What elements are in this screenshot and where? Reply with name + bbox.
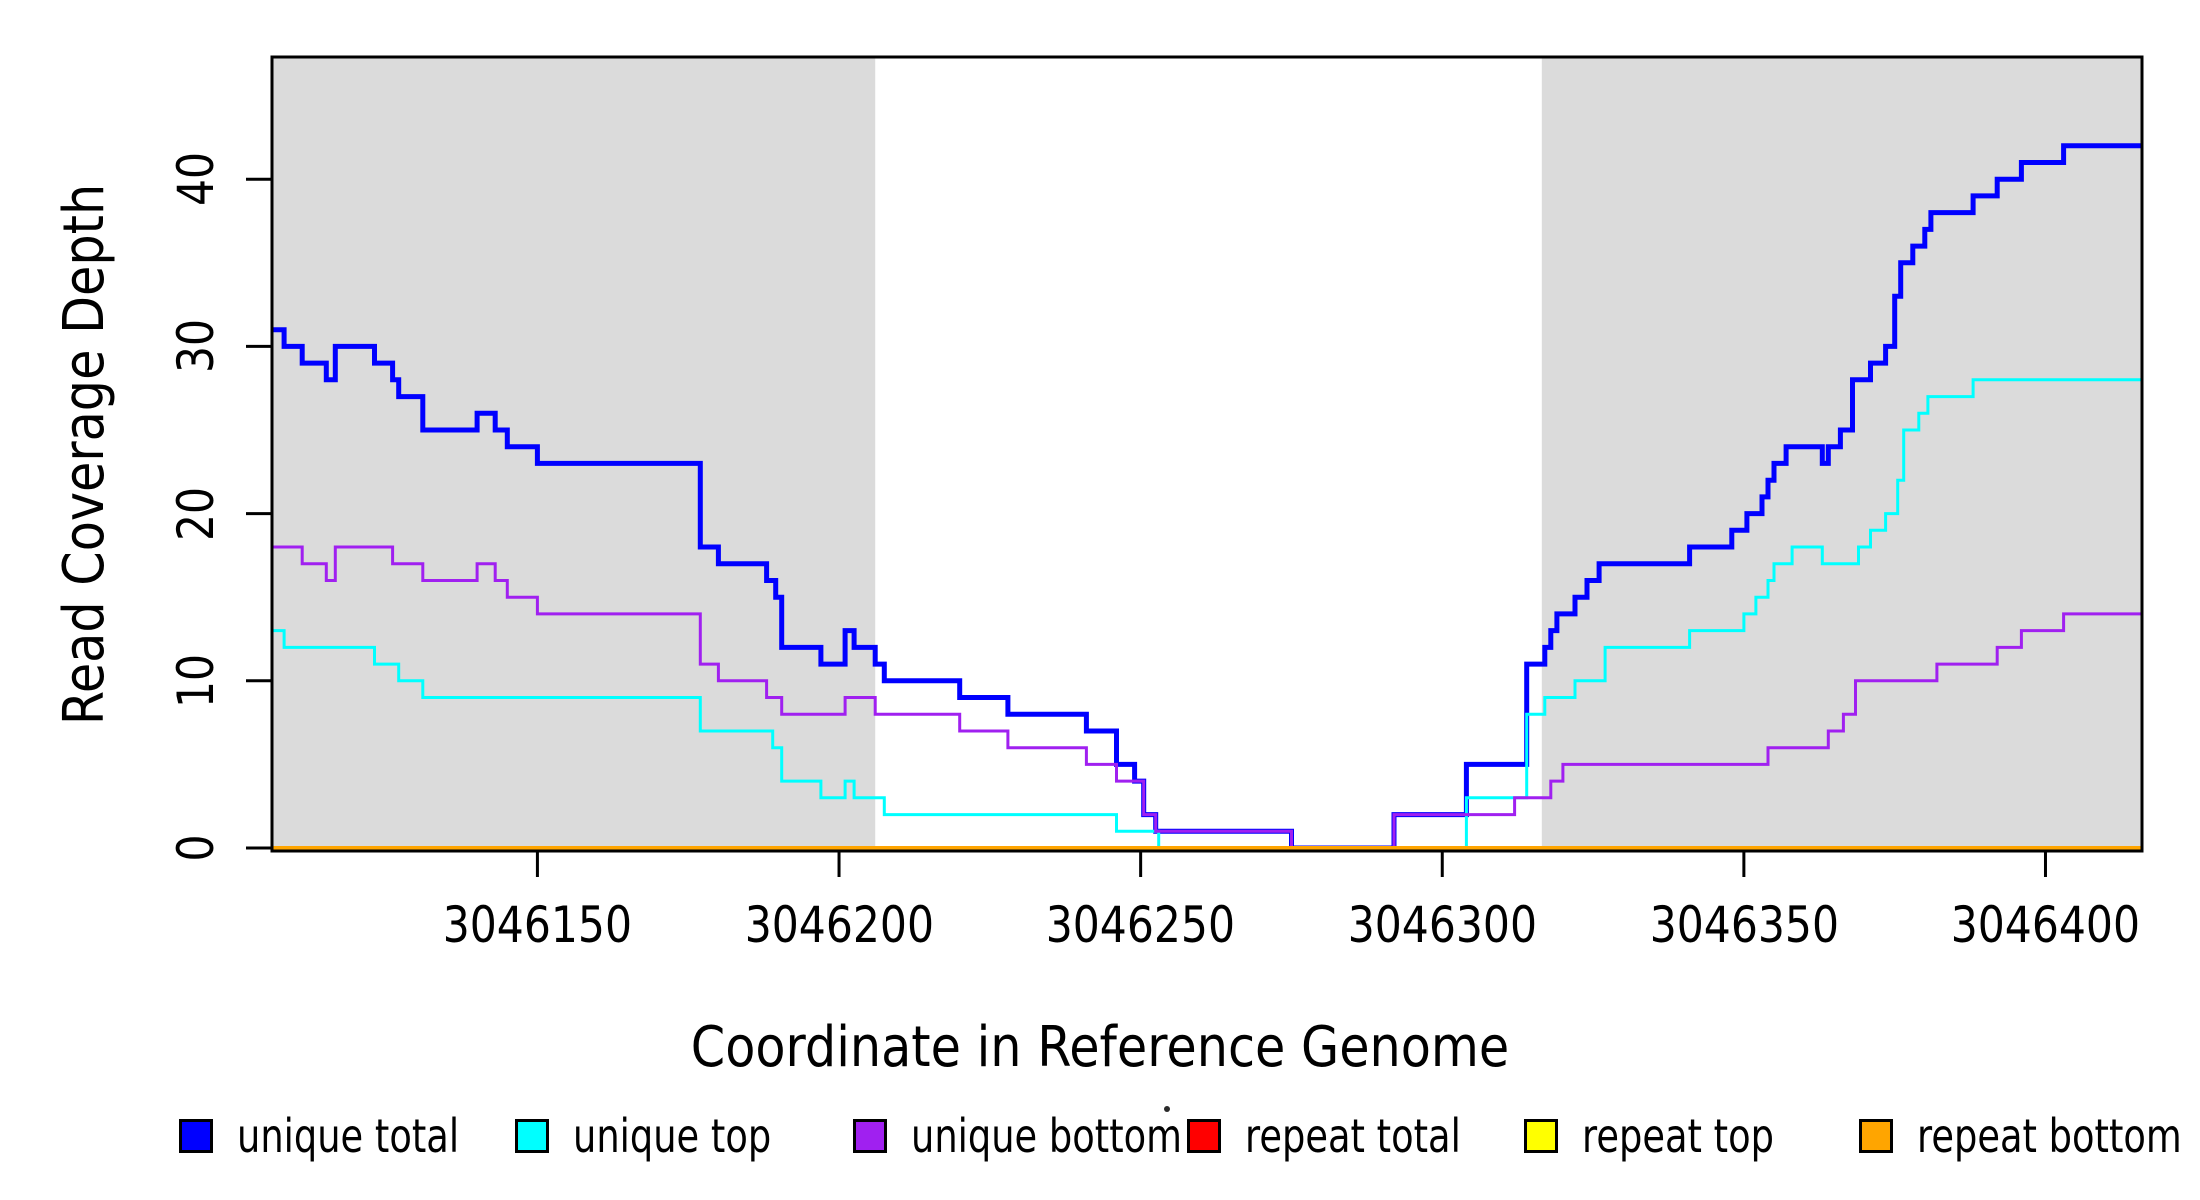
legend-item-repeat-total: repeat total [1187, 1110, 1515, 1162]
series-line-unique-bottom [272, 545, 2142, 850]
x-tick-label: 3046300 [1347, 896, 1537, 954]
legend-swatch-unique-bottom [853, 1119, 887, 1153]
legend-label: repeat total [1245, 1109, 1461, 1163]
x-tick-label: 3046150 [442, 896, 633, 954]
legend-item-repeat-bottom: repeat bottom [1859, 1110, 2200, 1162]
x-tick-label: 3046350 [1649, 896, 1839, 954]
x-axis-title: Coordinate in Reference Genome [690, 1014, 1510, 1080]
legend-swatch-unique-total [179, 1119, 213, 1153]
stray-dot [1164, 1106, 1170, 1112]
legend-item-unique-bottom: unique bottom [853, 1110, 1250, 1162]
legend-swatch-repeat-total [1187, 1119, 1221, 1153]
x-tick-label: 3046400 [1950, 896, 2141, 954]
legend-swatch-repeat-bottom [1859, 1119, 1893, 1153]
plot-box [270, 55, 2144, 853]
legend-item-repeat-top: repeat top [1524, 1110, 1822, 1162]
legend-swatch-unique-top [515, 1119, 549, 1153]
x-tick-label: 3046200 [744, 896, 934, 954]
series-line-unique-top [272, 378, 2142, 850]
legend-label: unique bottom [911, 1109, 1182, 1163]
legend-swatch-repeat-top [1524, 1119, 1558, 1153]
legend-label: repeat bottom [1917, 1109, 2182, 1163]
legend-label: repeat top [1582, 1109, 1774, 1163]
legend-label: unique total [237, 1109, 460, 1163]
shaded-region [1541, 57, 2142, 851]
x-axis-title-box: Coordinate in Reference Genome [0, 1012, 2200, 1082]
y-tick-label: 40 [167, 152, 225, 207]
x-tick-label: 3046250 [1045, 896, 1236, 954]
legend-item-unique-top: unique top [515, 1110, 821, 1162]
shaded-region [272, 57, 876, 851]
legend-item-unique-total: unique total [179, 1110, 515, 1162]
legend-label: unique top [573, 1109, 772, 1163]
